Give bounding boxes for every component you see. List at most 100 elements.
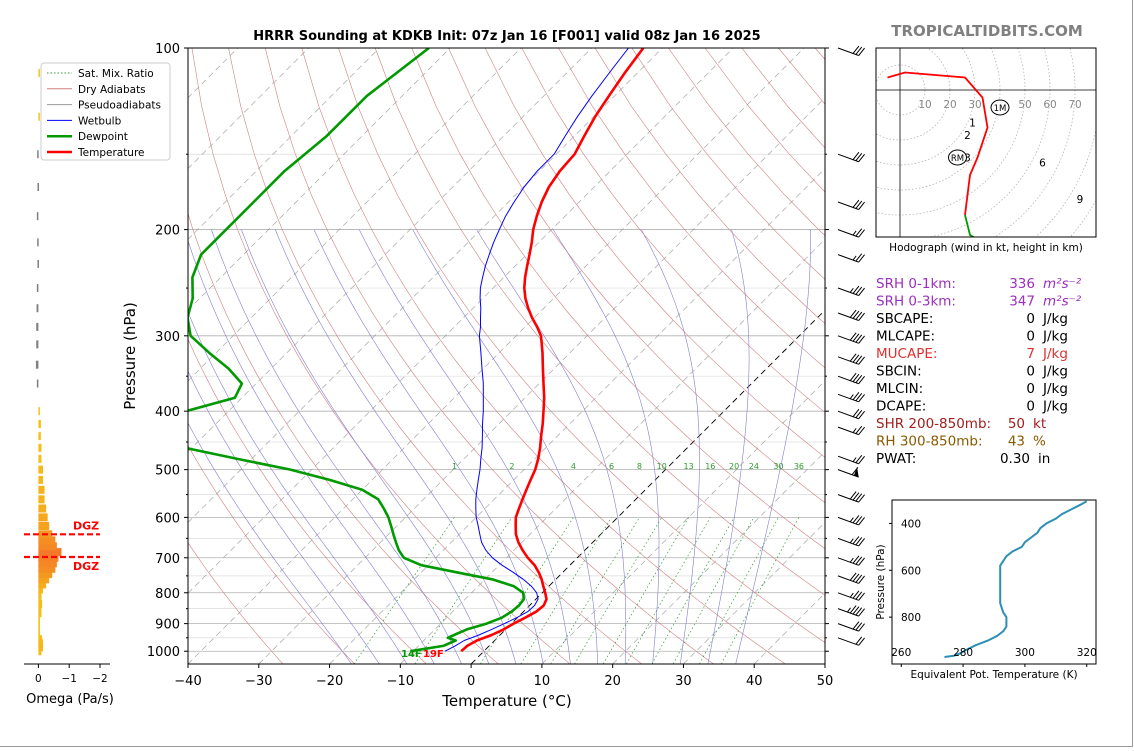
barb-full: [855, 152, 863, 162]
omega-bar: [38, 485, 45, 494]
barb-half: [849, 557, 854, 563]
x-tick-label: 50: [817, 674, 834, 689]
pseudoadiabat: [188, 239, 435, 664]
barb-full: [849, 309, 857, 318]
barb-staff: [837, 455, 859, 465]
pseudoadiabat: [641, 229, 700, 664]
stat-value: 0: [1026, 364, 1035, 380]
dry-adiabat: [484, 48, 825, 458]
hodograph-height-label: 1: [969, 118, 976, 130]
barb-half: [849, 538, 854, 544]
stat-value: 0: [1026, 381, 1035, 397]
stat-unit: J/kg: [1042, 399, 1068, 415]
barb-full: [852, 590, 860, 599]
omega-bar: [38, 599, 43, 608]
skew-t-frame: [187, 47, 826, 665]
wind-barb: [837, 572, 865, 584]
storm-motion-label: 1M: [994, 104, 1007, 114]
omega-bar: [38, 639, 44, 648]
x-tick-label: −30: [245, 674, 272, 689]
mixing-ratio-label: 1: [452, 462, 457, 471]
barb-full: [855, 556, 863, 565]
barb-full: [852, 151, 860, 160]
barb-full: [858, 335, 865, 344]
isotherm: [188, 48, 451, 311]
isotherm: [824, 663, 825, 664]
barb-half: [852, 230, 857, 236]
barb-full: [852, 373, 860, 382]
y-axis-label: Pressure (hPa): [121, 302, 139, 410]
x-tick-label: 20: [604, 674, 621, 689]
omega-bar: [38, 465, 44, 474]
stat-value: 43: [1008, 434, 1025, 450]
x-tick-label: −10: [387, 674, 414, 689]
dry-adiabat: [521, 48, 825, 413]
pseudoadiabat: [412, 229, 598, 664]
y-tick-label: 500: [155, 464, 180, 479]
theta-e-x-tick-label: 300: [1015, 647, 1035, 659]
barb-staff: [837, 375, 859, 385]
wind-barb: [837, 151, 865, 163]
wind-barb: [837, 466, 859, 478]
legend-entry: Dry Adiabats: [78, 84, 146, 96]
omega-bar: [38, 613, 40, 622]
omega-bar: [37, 238, 39, 247]
barb-half: [852, 255, 857, 261]
pseudoadiabat: [241, 229, 490, 664]
barb-full: [852, 45, 860, 54]
barb-full: [852, 408, 860, 417]
barb-full: [858, 637, 865, 646]
mixing-ratio-label: 10: [657, 462, 667, 471]
mixing-ratio-line: [480, 517, 574, 664]
mixing-ratio-label: 13: [684, 462, 694, 471]
omega-bar: [36, 304, 39, 313]
barb-staff: [837, 153, 859, 163]
omega-bar: [38, 618, 40, 627]
wind-barb: [837, 555, 865, 566]
barb-full: [855, 591, 863, 600]
storm-motion-label: RM: [951, 154, 964, 164]
wind-barb: [837, 309, 865, 321]
y-tick-label: 1000: [147, 645, 180, 660]
omega-bar: [38, 559, 57, 568]
dry-adiabat: [814, 48, 825, 60]
mixing-ratio-label: 30: [773, 462, 783, 471]
omega-bar: [38, 68, 40, 77]
omega-bar: [38, 521, 50, 530]
barb-full: [855, 537, 863, 546]
theta-e-y-label: Pressure (hPa): [875, 544, 887, 619]
stat-unit: J/kg: [1042, 364, 1068, 380]
barb-staff: [837, 608, 859, 617]
barb-staff: [837, 557, 859, 566]
mixing-ratio-line: [699, 517, 779, 664]
wind-barb: [837, 228, 865, 238]
barb-half: [846, 607, 851, 613]
stat-value: 336: [1009, 276, 1035, 292]
omega-bar: [38, 570, 53, 579]
stat-unit: J/kg: [1042, 381, 1068, 397]
pseudoadiabat: [188, 370, 380, 664]
mixing-ratio-label: 2: [509, 462, 514, 471]
barb-full: [855, 286, 863, 295]
legend: Sat. Mix. Ratio Dry Adiabats Pseudoadiabat…: [40, 62, 171, 161]
wind-barb: [837, 605, 865, 617]
omega-bar: [38, 580, 47, 589]
omega-bar: [38, 609, 42, 618]
omega-bar: [36, 284, 39, 293]
barb-full: [858, 394, 865, 403]
stat-label: RH 300-850mb:: [876, 434, 983, 450]
y-tick-label: 800: [155, 587, 180, 602]
wind-barb: [837, 636, 865, 646]
x-tick-label: 0: [467, 674, 475, 689]
barb-full: [855, 574, 863, 583]
omega-bar: [35, 360, 39, 369]
temperature-line: [460, 48, 645, 653]
barb-full: [852, 392, 860, 401]
surface-dewpoint-label: 14F: [401, 649, 422, 660]
hodograph-height-label: 2: [964, 130, 971, 142]
dgz-label: DGZ: [73, 560, 99, 573]
omega-bar: [38, 590, 42, 599]
isotherm: [541, 380, 825, 664]
omega-axis-label: Omega (Pa/s): [26, 692, 114, 707]
isotherm: [683, 521, 825, 664]
